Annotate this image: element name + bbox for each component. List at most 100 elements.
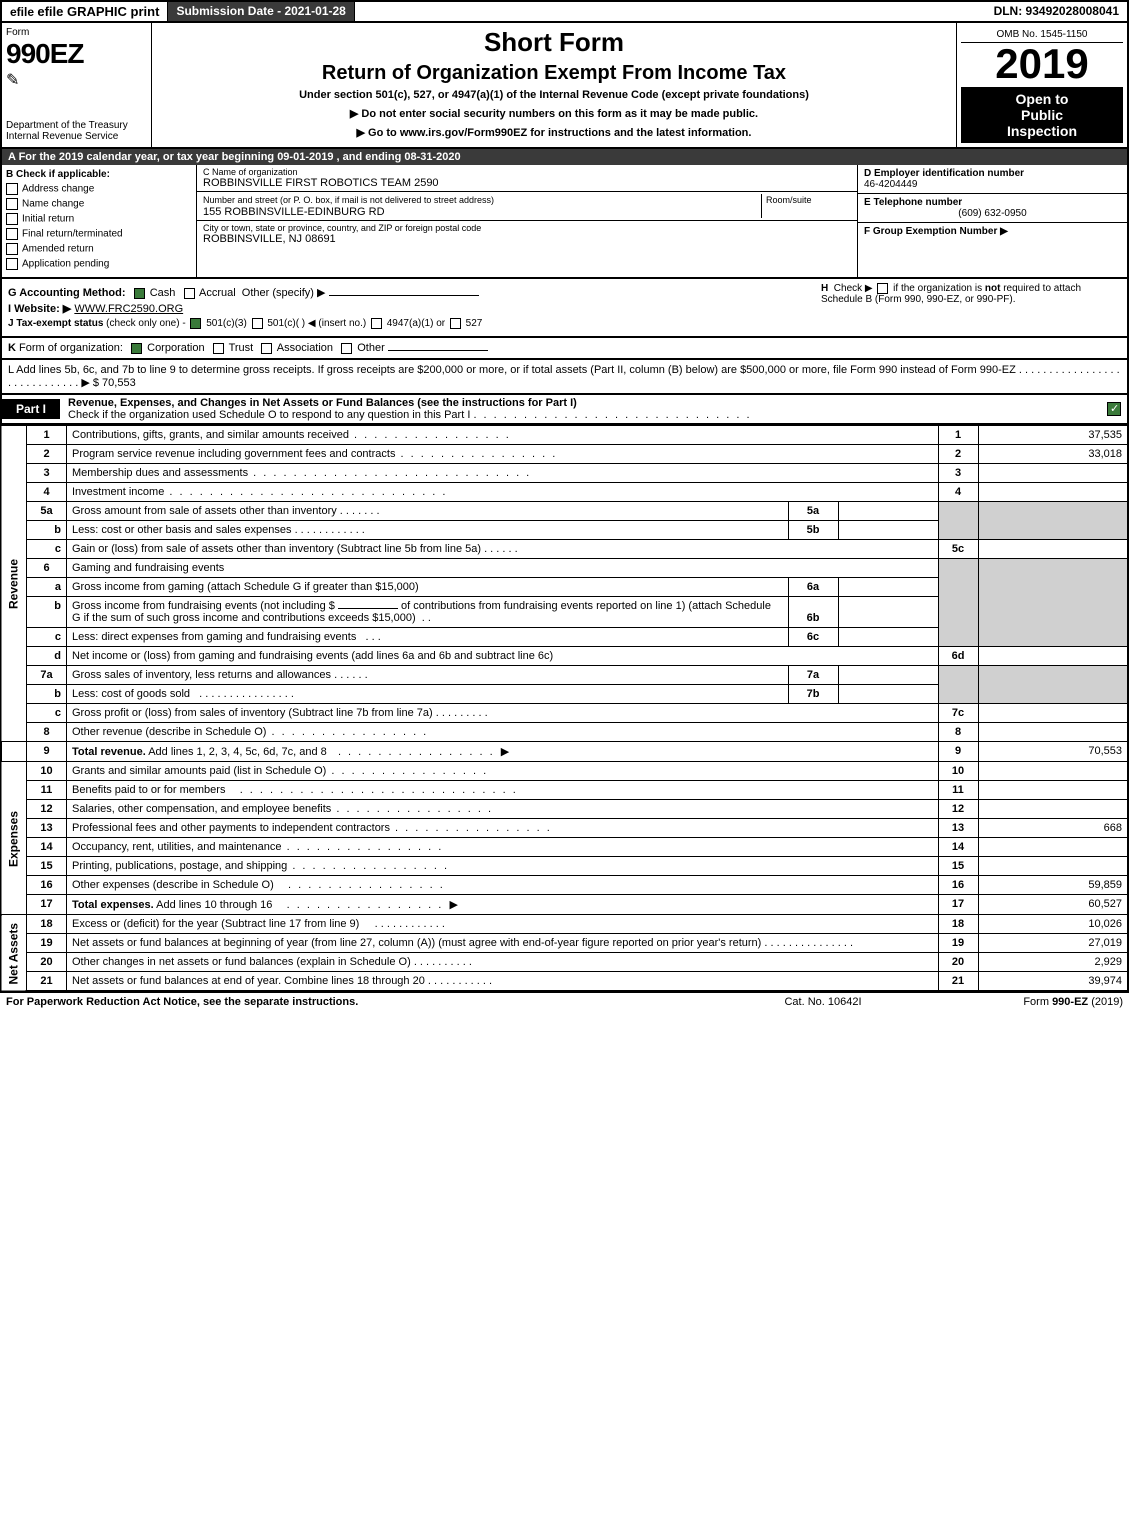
line-num: 15 <box>27 857 67 876</box>
line-desc: Grants and similar amounts paid (list in… <box>72 765 326 777</box>
cb-501c3[interactable] <box>190 318 201 329</box>
cb-501c[interactable] <box>252 318 263 329</box>
line-rnum: 17 <box>938 895 978 915</box>
line-rnum: 3 <box>938 464 978 483</box>
line-desc: Gross amount from sale of assets other t… <box>72 505 337 517</box>
line-val <box>978 762 1128 781</box>
line-rnum: 7c <box>938 704 978 723</box>
line-desc: Net assets or fund balances at end of ye… <box>72 975 425 987</box>
page-footer: For Paperwork Reduction Act Notice, see … <box>0 992 1129 1011</box>
inner-num: 5b <box>788 521 838 540</box>
ein-value: 46-4204449 <box>864 179 917 190</box>
cb-527[interactable] <box>450 318 461 329</box>
line-rnum: 11 <box>938 781 978 800</box>
cb-address-change[interactable]: Address change <box>6 183 192 195</box>
line-val <box>978 723 1128 742</box>
line-desc: Gross profit or (loss) from sales of inv… <box>72 707 433 719</box>
line-num: 18 <box>27 915 67 934</box>
inner-num: 6b <box>788 597 838 628</box>
line-val: 37,535 <box>978 426 1128 445</box>
graphic-label: efile GRAPHIC print <box>37 4 159 19</box>
line-num: b <box>27 597 67 628</box>
form-header: Form 990EZ ✎ Department of the TreasuryI… <box>0 23 1129 149</box>
cb-corporation[interactable] <box>131 343 142 354</box>
line-desc: Other expenses (describe in Schedule O) <box>72 879 274 891</box>
line-rnum: 15 <box>938 857 978 876</box>
inner-val <box>838 502 938 521</box>
line-rnum: 8 <box>938 723 978 742</box>
line-num: 12 <box>27 800 67 819</box>
line-num: 17 <box>27 895 67 915</box>
org-name: ROBBINSVILLE FIRST ROBOTICS TEAM 2590 <box>203 177 851 189</box>
inner-num: 7b <box>788 685 838 704</box>
city-label: City or town, state or province, country… <box>203 223 851 233</box>
line-num: 10 <box>27 762 67 781</box>
line-val: 59,859 <box>978 876 1128 895</box>
line-desc: Gross sales of inventory, less returns a… <box>72 669 331 681</box>
line-desc: Contributions, gifts, grants, and simila… <box>72 429 349 441</box>
line-rnum: 4 <box>938 483 978 502</box>
line-desc: Less: cost of goods sold <box>72 688 190 700</box>
dln: DLN: 93492028008041 <box>986 2 1127 21</box>
line-val: 33,018 <box>978 445 1128 464</box>
cb-association[interactable] <box>261 343 272 354</box>
cb-no-schedule-b[interactable] <box>877 283 888 294</box>
inner-val <box>838 597 938 628</box>
line-rnum: 12 <box>938 800 978 819</box>
line-num: 7a <box>27 666 67 685</box>
cb-amended[interactable]: Amended return <box>6 243 192 255</box>
line-val <box>978 857 1128 876</box>
line-desc: Membership dues and assessments <box>72 467 248 479</box>
efile-print[interactable]: efile efile GRAPHIC print <box>2 2 168 21</box>
row-j: J Tax-exempt status (check only one) - 5… <box>8 318 811 329</box>
cb-4947[interactable] <box>371 318 382 329</box>
group-exemption-label: F Group Exemption Number ▶ <box>864 226 1008 237</box>
form-number: 990EZ <box>6 38 147 70</box>
goto-link[interactable]: ▶ Go to www.irs.gov/Form990EZ for instru… <box>160 126 948 139</box>
line-num: 1 <box>27 426 67 445</box>
line-rnum: 5c <box>938 540 978 559</box>
cb-name-change[interactable]: Name change <box>6 198 192 210</box>
cb-final-return[interactable]: Final return/terminated <box>6 228 192 240</box>
box-c: C Name of organization ROBBINSVILLE FIRS… <box>197 165 857 277</box>
cb-app-pending[interactable]: Application pending <box>6 258 192 270</box>
expenses-side-label: Expenses <box>1 762 27 915</box>
line-val: 668 <box>978 819 1128 838</box>
short-form-title: Short Form <box>160 27 948 58</box>
inner-num: 6a <box>788 578 838 597</box>
street: 155 ROBBINSVILLE-EDINBURG RD <box>203 206 385 218</box>
line-rnum: 1 <box>938 426 978 445</box>
line-desc: Other revenue (describe in Schedule O) <box>72 726 266 738</box>
line-rnum: 19 <box>938 934 978 953</box>
cb-accrual[interactable] <box>184 288 195 299</box>
line-num: c <box>27 704 67 723</box>
line-desc: Gross income from gaming (attach Schedul… <box>67 578 789 597</box>
line-rnum: 10 <box>938 762 978 781</box>
line-val: 2,929 <box>978 953 1128 972</box>
org-name-label: C Name of organization <box>203 167 851 177</box>
cb-schedule-o-part1[interactable] <box>1107 402 1121 416</box>
return-title: Return of Organization Exempt From Incom… <box>160 62 948 85</box>
no-ssn-note: ▶ Do not enter social security numbers o… <box>160 107 948 120</box>
inner-val <box>838 666 938 685</box>
line-desc: Net income or (loss) from gaming and fun… <box>67 647 939 666</box>
cb-initial-return[interactable]: Initial return <box>6 213 192 225</box>
line-num: 8 <box>27 723 67 742</box>
ein-label: D Employer identification number <box>864 168 1024 179</box>
part-i-label: Part I <box>2 399 60 419</box>
inner-val <box>838 628 938 647</box>
line-val: 70,553 <box>978 742 1128 762</box>
line-rnum: 9 <box>938 742 978 762</box>
cb-cash[interactable] <box>134 288 145 299</box>
cb-trust[interactable] <box>213 343 224 354</box>
line-val: 39,974 <box>978 972 1128 992</box>
part-i-header: Part I Revenue, Expenses, and Changes in… <box>0 395 1129 425</box>
line-desc: Gain or (loss) from sale of assets other… <box>72 543 481 555</box>
cb-other-org[interactable] <box>341 343 352 354</box>
website-link[interactable]: WWW.FRC2590.ORG <box>74 303 183 315</box>
line-desc: Other changes in net assets or fund bala… <box>72 956 411 968</box>
line-num: 19 <box>27 934 67 953</box>
box-b: B Check if applicable: Address change Na… <box>2 165 197 277</box>
header-center: Short Form Return of Organization Exempt… <box>152 23 957 147</box>
line-num: 11 <box>27 781 67 800</box>
